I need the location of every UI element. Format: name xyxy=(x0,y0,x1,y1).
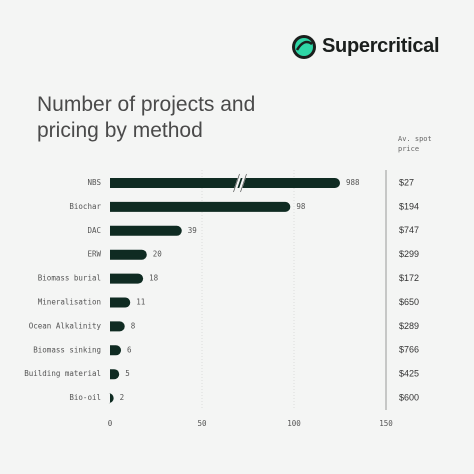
price-label: $600 xyxy=(399,392,419,402)
y-tick-label: ERW xyxy=(87,250,101,259)
price-label: $650 xyxy=(399,297,419,307)
axis-break xyxy=(233,173,247,193)
y-tick-label: NBS xyxy=(87,178,101,187)
y-tick-label: Biomass burial xyxy=(38,274,101,283)
bar xyxy=(110,369,120,380)
price-label: $289 xyxy=(399,321,419,331)
bar xyxy=(110,225,182,236)
y-tick-label: Ocean Alkalinity xyxy=(29,321,102,330)
bar xyxy=(110,249,147,260)
value-label: 2 xyxy=(120,393,125,402)
y-tick-label: Biomass sinking xyxy=(33,345,101,354)
x-tick-label: 50 xyxy=(197,419,207,428)
logo-icon xyxy=(292,35,316,59)
value-label: 39 xyxy=(188,226,197,235)
value-label: 6 xyxy=(127,345,132,354)
bar xyxy=(110,273,144,284)
x-tick-label: 0 xyxy=(108,419,113,428)
price-label: $194 xyxy=(399,201,419,211)
y-tick-label: Biochar xyxy=(69,202,101,211)
y-tick-label: Mineralisation xyxy=(38,298,101,307)
value-label: 18 xyxy=(149,274,159,283)
value-label: 98 xyxy=(296,202,306,211)
value-label: 20 xyxy=(153,250,163,259)
price-heading: Av. spot price xyxy=(398,135,432,153)
x-tick-label: 100 xyxy=(287,419,301,428)
bar xyxy=(110,201,291,212)
price-label: $172 xyxy=(399,273,419,283)
price-label: $425 xyxy=(399,369,419,379)
value-label: 988 xyxy=(346,178,360,187)
bar xyxy=(110,297,131,308)
bar xyxy=(110,321,125,332)
brand-name: Supercritical xyxy=(322,35,440,57)
price-label: $27 xyxy=(399,177,414,187)
price-label: $766 xyxy=(399,345,419,355)
x-tick-label: 150 xyxy=(379,419,393,428)
price-label: $299 xyxy=(399,249,419,259)
chart-title: Number of projects and pricing by method xyxy=(37,93,256,142)
bar xyxy=(110,345,122,356)
y-tick-label: DAC xyxy=(87,226,101,235)
price-label: $747 xyxy=(399,225,419,235)
y-tick-label: Bio-oil xyxy=(69,393,101,402)
bar xyxy=(108,393,114,404)
axis-break xyxy=(233,173,247,193)
bar xyxy=(110,178,340,188)
value-label: 5 xyxy=(125,369,130,378)
value-label: 8 xyxy=(131,321,136,330)
y-tick-label: Building material xyxy=(24,369,101,378)
value-label: 11 xyxy=(136,298,145,307)
